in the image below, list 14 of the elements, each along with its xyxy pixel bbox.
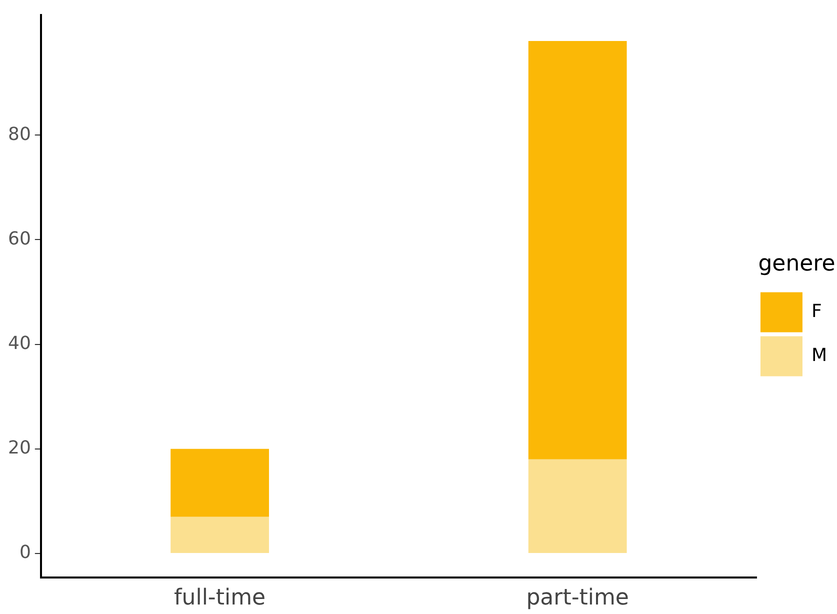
y-tick-label: 60 xyxy=(8,228,31,250)
x-tick-label: part-time xyxy=(526,586,629,611)
legend-label: F xyxy=(811,300,822,322)
bar xyxy=(170,448,269,517)
legend-label: M xyxy=(811,344,827,366)
bar xyxy=(528,459,627,554)
bar xyxy=(170,516,269,554)
y-tick-label: 20 xyxy=(8,438,31,459)
legend-title: genere xyxy=(758,252,836,277)
bar xyxy=(528,40,627,460)
y-tick-label: 40 xyxy=(8,332,31,354)
x-tick-label: full-time xyxy=(174,586,266,611)
y-tick-label: 0 xyxy=(19,542,31,564)
y-tick-label: 80 xyxy=(8,124,31,145)
